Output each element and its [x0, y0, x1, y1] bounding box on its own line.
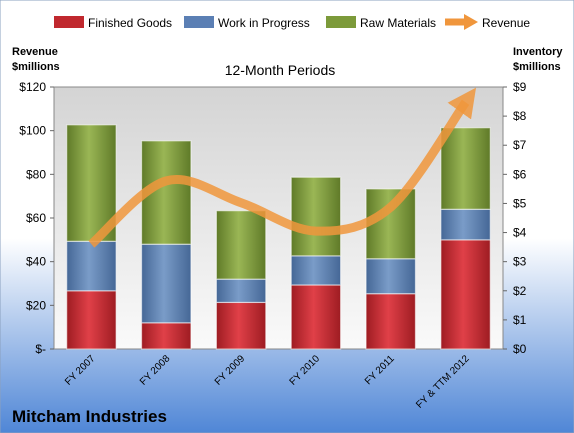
right-tick-label: $0 [513, 342, 527, 356]
bar-raw-materials [290, 176, 342, 257]
bar-stacks [66, 124, 491, 350]
bar-work-in-progress [66, 240, 117, 292]
left-tick-label: $120 [19, 80, 46, 94]
bar-work-in-progress [215, 278, 267, 304]
legend-swatch-work-in-progress [184, 16, 214, 28]
legend-label-raw-materials: Raw Materials [360, 16, 436, 30]
right-axis: $0 $1 $2 $3 $4 $5 $6 $7 $8 $9 [503, 80, 527, 356]
bar-finished-goods [140, 322, 192, 350]
bar-work-in-progress [440, 208, 491, 241]
left-axis-label-line-2: $millions [12, 61, 60, 73]
bar-finished-goods [66, 290, 117, 350]
right-axis-label-line-2: $millions [513, 61, 561, 73]
right-tick-label: $3 [513, 255, 527, 269]
right-tick-label: $6 [513, 167, 527, 181]
revenue-line [88, 87, 477, 248]
right-tick-label: $5 [513, 196, 527, 210]
bar-work-in-progress [365, 258, 417, 295]
left-tick-label: $20 [26, 298, 46, 312]
bar-finished-goods [215, 301, 267, 350]
legend-swatch-raw-materials [326, 16, 356, 28]
bar-finished-goods [365, 293, 417, 350]
right-tick-label: $8 [513, 109, 527, 123]
bar-work-in-progress [140, 243, 192, 324]
chart-title: 12-Month Periods [225, 62, 336, 78]
right-tick-label: $2 [513, 284, 527, 298]
revenue-line-layer [88, 87, 477, 248]
legend-label-finished-goods: Finished Goods [88, 16, 172, 30]
right-tick-label: $9 [513, 80, 527, 94]
left-tick-label: $40 [26, 255, 46, 269]
legend-label-revenue: Revenue [482, 16, 530, 30]
bar-raw-materials [215, 210, 267, 280]
right-tick-label: $4 [513, 226, 527, 240]
right-axis-label-line-1: Inventory [513, 46, 563, 58]
left-tick-label: $100 [19, 124, 46, 138]
left-tick-label: $60 [26, 211, 46, 225]
right-tick-label: $7 [513, 138, 527, 152]
legend-arrow-icon [445, 14, 478, 30]
bar-raw-materials [440, 127, 491, 210]
legend-label-work-in-progress: Work in Progress [218, 16, 310, 30]
company-name: Mitcham Industries [12, 407, 167, 426]
bar-finished-goods [290, 284, 342, 350]
left-tick-label: $- [35, 342, 46, 356]
left-tick-label: $80 [26, 167, 46, 181]
legend-swatch-finished-goods [54, 16, 84, 28]
left-axis: $- $20 $40 $60 $80 $100 $120 [19, 80, 54, 356]
left-axis-label-line-1: Revenue [12, 46, 58, 58]
bar-finished-goods [440, 239, 491, 350]
bar-work-in-progress [290, 255, 342, 286]
legend: Finished Goods Work in Progress Raw Mate… [54, 14, 530, 30]
right-tick-label: $1 [513, 313, 527, 327]
